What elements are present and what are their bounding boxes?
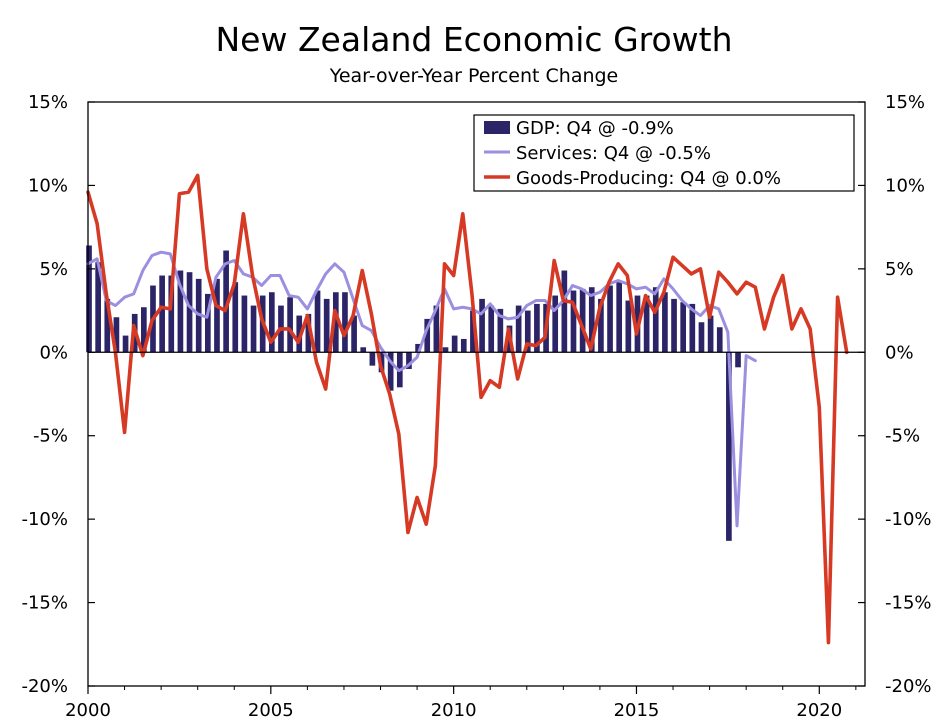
y-tick-label-left: -10% xyxy=(21,509,68,530)
gdp-bar xyxy=(451,335,458,353)
x-tick-label: 2005 xyxy=(248,700,294,721)
axes: -20% -20% -15% -15% -10% -10% -5% -5% 0% 0% 5% 5% 10… xyxy=(21,92,931,721)
gdp-bar xyxy=(351,315,357,353)
y-tick-label-right: 5% xyxy=(885,259,914,280)
gdp-bar xyxy=(305,313,312,353)
gdp-bar xyxy=(561,270,568,353)
y-tick-label-right: 10% xyxy=(885,175,925,196)
gdp-bar xyxy=(652,287,659,353)
legend-services-label: Services: Q4 @ -0.5% xyxy=(516,143,711,164)
gdp-bar xyxy=(534,303,540,353)
gdp-bar xyxy=(515,305,522,353)
gdp-bar xyxy=(497,308,504,353)
y-tick-label-left: -5% xyxy=(33,426,68,447)
y-tick-label-left: 15% xyxy=(28,92,68,113)
gdp-bar xyxy=(314,290,321,353)
gdp-bar xyxy=(442,347,449,353)
gdp-bar xyxy=(332,292,339,353)
gdp-bar xyxy=(689,303,696,353)
gdp-bar xyxy=(205,293,211,353)
gdp-bar xyxy=(113,317,120,353)
gdp-bar xyxy=(424,318,431,353)
gdp-bar xyxy=(168,275,175,353)
gdp-bar xyxy=(159,275,165,353)
gdp-bar xyxy=(579,288,586,353)
gdp-bar xyxy=(433,305,440,353)
gdp-bar xyxy=(707,315,714,353)
gdp-bar xyxy=(122,335,129,353)
y-tick-label-left: 10% xyxy=(28,175,68,196)
gdp-bar xyxy=(460,338,467,353)
gdp-bar xyxy=(186,272,193,353)
y-tick-label-right: 0% xyxy=(885,342,914,363)
gdp-bar xyxy=(250,305,257,353)
y-tick-label-right: 15% xyxy=(885,92,925,113)
services-line xyxy=(86,250,757,528)
chart-subtitle: Year-over-Year Percent Change xyxy=(329,65,619,87)
gdp-bar xyxy=(406,352,412,369)
x-tick-label: 2000 xyxy=(65,700,111,721)
y-tick-label-right: -20% xyxy=(885,676,932,697)
gdp-bar xyxy=(524,310,531,353)
y-tick-label-right: -15% xyxy=(885,593,932,614)
plot-frame xyxy=(87,101,866,687)
gdp-bar xyxy=(214,278,220,353)
gdp-bar xyxy=(488,305,495,353)
gdp-bar xyxy=(141,307,147,353)
gdp-bar xyxy=(232,282,239,353)
series-lines xyxy=(86,173,849,645)
goods-producing-line xyxy=(86,173,849,645)
gdp-bar xyxy=(680,302,687,353)
gdp-bar xyxy=(415,343,421,353)
gdp-bar xyxy=(625,300,632,353)
gdp-bar xyxy=(470,310,476,353)
gdp-bar xyxy=(268,292,275,353)
gdp-bar xyxy=(287,297,293,353)
y-tick-label-right: -10% xyxy=(885,509,932,530)
gdp-bar xyxy=(643,295,650,353)
gdp-bar xyxy=(95,262,101,353)
gdp-bar xyxy=(387,352,394,391)
gdp-bar xyxy=(479,298,485,353)
gdp-bar xyxy=(588,287,595,353)
gdp-bar xyxy=(369,352,376,366)
gdp-bar xyxy=(342,292,348,353)
gdp-bar xyxy=(86,245,92,353)
gdp-bars xyxy=(86,245,741,541)
gdp-bar xyxy=(698,322,705,353)
x-tick-label: 2010 xyxy=(431,700,477,721)
gdp-bar xyxy=(671,298,677,353)
gdp-bar xyxy=(177,270,184,353)
x-tick-label: 2020 xyxy=(796,700,842,721)
legend-gdp-swatch xyxy=(484,121,510,134)
legend-box xyxy=(473,114,855,192)
y-tick-label-left: -20% xyxy=(21,676,68,697)
y-tick-label-left: -15% xyxy=(21,593,68,614)
chart-title: New Zealand Economic Growth xyxy=(215,20,733,59)
y-tick-label-left: 5% xyxy=(39,259,68,280)
y-tick-label-right: -5% xyxy=(885,426,920,447)
gdp-bar xyxy=(735,352,741,368)
legend: GDP: Q4 @ -0.9% Services: Q4 @ -0.5% Goo… xyxy=(473,114,855,192)
gdp-bar xyxy=(662,292,668,353)
gdp-bar xyxy=(241,295,248,353)
gdp-bar xyxy=(360,347,367,353)
gdp-bar xyxy=(616,282,623,353)
gdp-bar xyxy=(104,298,111,353)
x-tick-label: 2015 xyxy=(614,700,660,721)
gdp-bar xyxy=(716,327,723,353)
gdp-bar xyxy=(726,352,732,541)
legend-gdp-label: GDP: Q4 @ -0.9% xyxy=(516,118,674,139)
gdp-bar xyxy=(323,298,330,353)
gdp-bar xyxy=(552,295,559,353)
gdp-bar xyxy=(570,290,577,353)
gdp-bar xyxy=(223,250,229,353)
gdp-bar xyxy=(607,285,613,353)
legend-goods-label: Goods-Producing: Q4 @ 0.0% xyxy=(516,168,781,189)
gdp-bar xyxy=(598,298,604,353)
y-tick-label-left: 0% xyxy=(39,342,68,363)
